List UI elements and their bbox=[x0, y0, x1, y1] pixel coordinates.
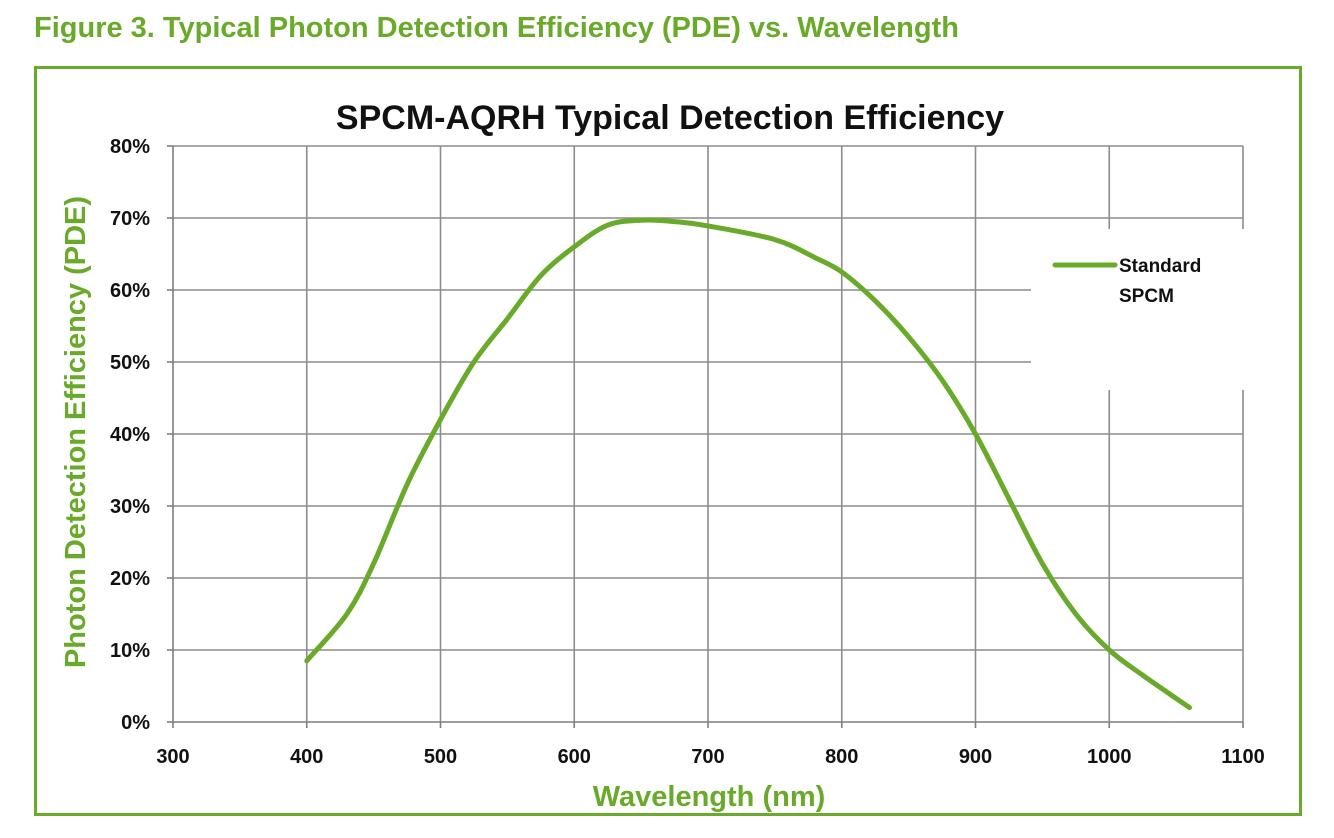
y-tick-label: 80% bbox=[110, 136, 150, 158]
axes bbox=[167, 145, 1244, 728]
y-tick-label: 50% bbox=[110, 352, 150, 374]
x-tick-label: 400 bbox=[290, 746, 323, 768]
y-tick-label: 30% bbox=[110, 496, 150, 518]
x-axis-title: Wavelength (nm) bbox=[593, 781, 826, 813]
figure-caption: Figure 3. Typical Photon Detection Effic… bbox=[34, 12, 959, 44]
y-tick-label: 40% bbox=[110, 424, 150, 446]
y-axis-title: Photon Detection Efficiency (PDE) bbox=[60, 196, 92, 668]
chart-title: SPCM-AQRH Typical Detection Efficiency bbox=[336, 99, 1004, 137]
x-tick-label: 800 bbox=[825, 746, 858, 768]
x-tick-label: 1100 bbox=[1221, 746, 1264, 768]
x-tick-label: 300 bbox=[156, 746, 189, 768]
y-tick-label: 60% bbox=[110, 280, 150, 302]
x-tick-label: 600 bbox=[558, 746, 591, 768]
y-tick-label: 20% bbox=[110, 568, 150, 590]
legend-label-line-1: Standard bbox=[1119, 256, 1201, 277]
x-tick-label: 700 bbox=[691, 746, 724, 768]
y-tick-label: 10% bbox=[110, 640, 150, 662]
x-tick-label: 1000 bbox=[1087, 746, 1132, 768]
legend-label-line-2: SPCM bbox=[1119, 286, 1174, 307]
legend-background bbox=[1031, 229, 1261, 390]
chart-frame: SPCM-AQRH Typical Detection Efficiency 0… bbox=[34, 66, 1302, 816]
chart: SPCM-AQRH Typical Detection Efficiency 0… bbox=[60, 99, 1265, 813]
x-tick-label: 500 bbox=[424, 746, 457, 768]
y-tick-label: 70% bbox=[110, 208, 150, 230]
tick-labels: 0% 10% 20% 30% 40% 50% 60% 70% 80% 300 400 500 600 70… bbox=[110, 136, 1265, 768]
y-tick-label: 0% bbox=[121, 712, 150, 734]
x-tick-label: 900 bbox=[959, 746, 992, 768]
legend: Standard SPCM bbox=[1052, 256, 1201, 307]
series-line-standard-spcm bbox=[304, 217, 1192, 711]
